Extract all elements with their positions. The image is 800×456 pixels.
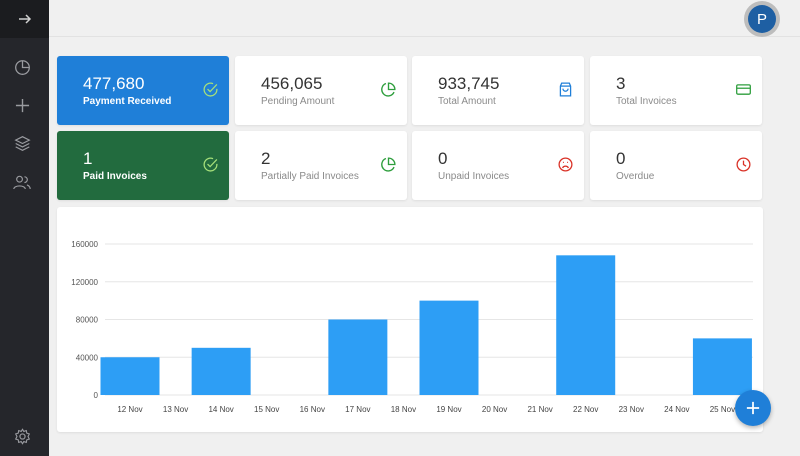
layers-icon — [13, 135, 31, 151]
y-tick-label: 40000 — [76, 353, 99, 362]
stat-label: Overdue — [616, 171, 655, 182]
gear-icon — [14, 427, 30, 445]
x-tick-label: 18 Nov — [391, 405, 416, 414]
user-avatar-button[interactable]: P — [744, 1, 780, 37]
stat-card-overdue[interactable]: 0 Overdue — [590, 131, 762, 200]
x-tick-label: 12 Nov — [117, 405, 142, 414]
stat-card-partially-paid-invoices[interactable]: 2 Partially Paid Invoices — [235, 131, 407, 200]
check-circle-icon — [203, 82, 218, 97]
pie-chart-icon — [381, 157, 396, 172]
stat-label: Pending Amount — [261, 96, 335, 107]
arrow-right-icon — [18, 14, 31, 24]
check-circle-icon — [203, 157, 218, 172]
avatar: P — [748, 5, 776, 33]
x-tick-label: 14 Nov — [208, 405, 233, 414]
stat-label: Paid Invoices — [83, 171, 147, 182]
stat-label: Unpaid Invoices — [438, 171, 510, 182]
stat-card-total-amount[interactable]: 933,745 Total Amount — [412, 56, 584, 125]
stat-value: 0 — [438, 149, 448, 168]
stat-value: 2 — [261, 149, 271, 168]
x-tick-label: 13 Nov — [163, 405, 188, 414]
x-tick-label: 24 Nov — [664, 405, 689, 414]
clock-icon — [736, 157, 751, 172]
y-tick-label: 80000 — [76, 316, 99, 325]
stat-value: 1 — [83, 149, 93, 168]
sidebar-item-settings[interactable] — [12, 426, 32, 446]
sidebar-item-add[interactable] — [12, 95, 32, 115]
y-tick-label: 160000 — [71, 240, 98, 249]
y-tick-label: 120000 — [71, 278, 98, 287]
bar-14-nov[interactable] — [191, 347, 251, 395]
stat-label: Payment Received — [83, 96, 172, 107]
y-tick-label: 0 — [94, 391, 99, 400]
stat-card-total-invoices[interactable]: 3 Total Invoices — [590, 56, 762, 125]
bar-17-nov[interactable] — [328, 319, 388, 396]
pie-chart-icon — [14, 59, 30, 75]
invoice-bar-chart: 0 40000 80000 120000 160000 12 Nov 13 Nov 14 No… — [71, 240, 753, 414]
x-tick-label: 19 Nov — [436, 405, 461, 414]
x-tick-label: 17 Nov — [345, 405, 370, 414]
bar-19-nov[interactable] — [419, 300, 479, 395]
stat-label: Total Amount — [438, 96, 496, 107]
stat-label: Partially Paid Invoices — [261, 171, 359, 182]
stat-value: 3 — [616, 74, 626, 93]
x-tick-label: 21 Nov — [527, 405, 552, 414]
credit-card-icon — [736, 84, 751, 95]
add-fab-button[interactable] — [735, 390, 771, 426]
stat-card-pending-amount[interactable]: 456,065 Pending Amount — [235, 56, 407, 125]
x-tick-label: 15 Nov — [254, 405, 279, 414]
stat-value: 0 — [616, 149, 626, 168]
stat-value: 477,680 — [83, 74, 145, 93]
frown-icon — [558, 157, 573, 172]
sidebar — [0, 0, 49, 456]
sidebar-item-dashboard[interactable] — [12, 57, 32, 77]
stat-card-paid-invoices[interactable]: 1 Paid Invoices — [57, 131, 229, 200]
stat-card-unpaid-invoices[interactable]: 0 Unpaid Invoices — [412, 131, 584, 200]
plus-icon — [15, 98, 29, 112]
shopping-bag-icon — [559, 82, 572, 97]
bar-12-nov[interactable] — [100, 357, 160, 395]
x-tick-label: 22 Nov — [573, 405, 598, 414]
plus-icon — [746, 401, 760, 415]
x-tick-label: 16 Nov — [300, 405, 325, 414]
bar-25-nov[interactable] — [692, 338, 752, 395]
stat-card-payment-received[interactable]: 477,680 Payment Received — [57, 56, 229, 125]
users-icon — [13, 175, 31, 189]
sidebar-item-layers[interactable] — [12, 133, 32, 153]
stat-label: Total Invoices — [616, 96, 677, 107]
x-tick-label: 20 Nov — [482, 405, 507, 414]
sidebar-item-users[interactable] — [12, 172, 32, 192]
top-header — [49, 0, 800, 37]
bar-22-nov[interactable] — [556, 255, 616, 395]
x-tick-label: 23 Nov — [619, 405, 644, 414]
stat-value: 933,745 — [438, 74, 500, 93]
stat-value: 456,065 — [261, 74, 323, 93]
expand-sidebar-button[interactable] — [0, 0, 49, 38]
pie-chart-icon — [381, 82, 396, 97]
x-tick-label: 25 Nov — [710, 405, 735, 414]
invoice-bar-chart-card: 0 40000 80000 120000 160000 12 Nov 13 Nov 14 No… — [57, 207, 763, 432]
